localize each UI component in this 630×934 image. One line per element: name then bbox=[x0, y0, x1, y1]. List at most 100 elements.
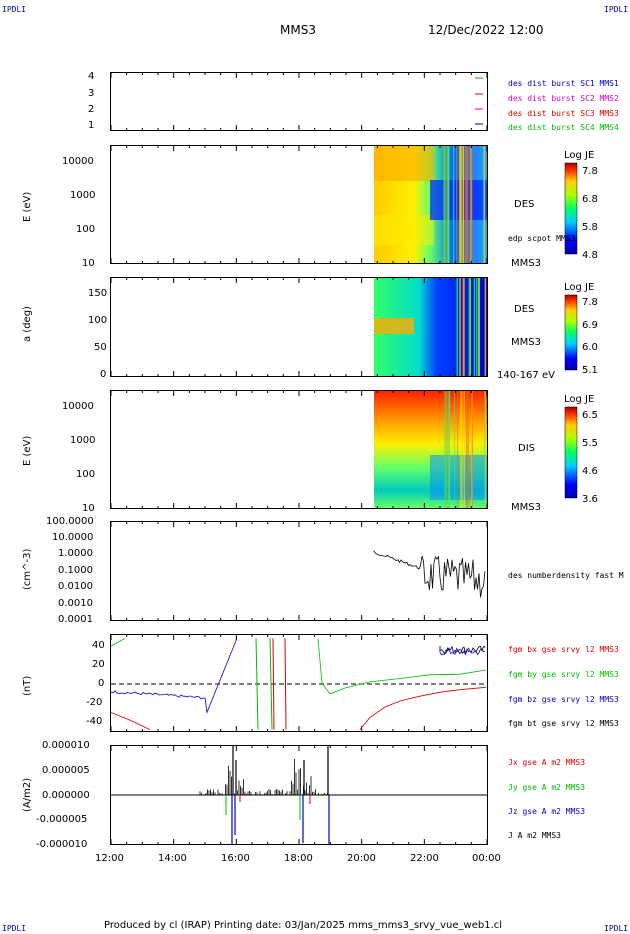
p1-ytick: 4 bbox=[88, 71, 95, 82]
bx-line bbox=[110, 712, 151, 730]
spectrogram-streak bbox=[462, 278, 464, 376]
j-line bbox=[232, 745, 329, 795]
p3-ylabel: a (deg) bbox=[22, 306, 33, 342]
spectrogram-streak bbox=[470, 146, 472, 263]
p2-cbar-title: Log JE bbox=[564, 150, 595, 161]
p3-ytick: 0 bbox=[100, 369, 107, 380]
legend-mms3: des dist burst SC3 MMS3 bbox=[508, 109, 619, 118]
p5-ylabel: (cm^-3) bbox=[22, 548, 33, 590]
p7-ytick: 0.000000 bbox=[42, 790, 90, 801]
p1-ytick: 3 bbox=[88, 88, 95, 99]
p2-cbar-tick: 7.8 bbox=[582, 166, 598, 177]
p4-cbar-title: Log JE bbox=[564, 394, 595, 405]
j-line bbox=[199, 758, 330, 795]
p3-sc: MMS3 bbox=[511, 337, 541, 348]
p2-cbar-tick: 6.8 bbox=[582, 194, 598, 205]
date-time: 12/Dec/2022 12:00 bbox=[428, 23, 544, 37]
corner-mark-bottom-right: IPDLI bbox=[604, 924, 629, 933]
spectrogram-streak bbox=[471, 391, 473, 508]
p5-ytick: 1.0000 bbox=[58, 548, 93, 559]
spectrogram-streak bbox=[463, 391, 465, 508]
legend-jz: Jz gse A m2 MMS3 bbox=[508, 807, 586, 816]
p4-cbar-tick: 4.6 bbox=[582, 466, 598, 477]
spectrogram-streak bbox=[468, 391, 470, 508]
data-curves bbox=[110, 77, 487, 845]
legend-bx: fgm bx gse srvy l2 MMS3 bbox=[508, 645, 619, 654]
spectrogram-streak bbox=[473, 278, 476, 376]
bx-line bbox=[359, 686, 487, 730]
p6-ytick: 40 bbox=[92, 640, 105, 651]
legend-j: J A m2 MMS3 bbox=[508, 831, 561, 840]
p7-ytick: -0.000010 bbox=[36, 839, 88, 850]
x-tick: 16:00 bbox=[221, 853, 250, 864]
p3-ytick: 150 bbox=[88, 288, 108, 299]
spectrogram-streak bbox=[448, 391, 450, 508]
p4-ytick: 10 bbox=[82, 503, 95, 514]
colorbar-p2 bbox=[564, 162, 578, 255]
spectrogram-streak bbox=[483, 146, 485, 263]
corner-mark-top-right: IPDLI bbox=[604, 5, 629, 14]
spectrogram-des-energy bbox=[374, 146, 487, 263]
spectrogram-streak bbox=[457, 391, 459, 508]
x-tick: 12:00 bbox=[95, 853, 124, 864]
p5-ytick: 10.0000 bbox=[52, 532, 94, 543]
spectrogram-streak bbox=[443, 146, 445, 263]
spectrogram-streak bbox=[454, 391, 456, 508]
spectrogram-streak bbox=[471, 391, 473, 508]
legend-mms2: des dist burst SC2 MMS2 bbox=[508, 94, 619, 103]
p2-ylabel: E (eV) bbox=[22, 191, 33, 222]
p4-ytick: 1000 bbox=[70, 435, 96, 446]
spectrogram-streak bbox=[484, 391, 486, 508]
p2-ytick: 10000 bbox=[62, 156, 94, 167]
legend-jx: Jx gse A m2 MMS3 bbox=[508, 758, 586, 767]
p4-species: DIS bbox=[518, 443, 535, 454]
axis-ticks bbox=[110, 72, 488, 845]
spectrogram-streak bbox=[447, 146, 450, 263]
spectrogram-streak bbox=[466, 391, 468, 508]
x-tick: 00:00 bbox=[472, 853, 501, 864]
panel-6-frame bbox=[110, 634, 488, 732]
spectrogram-streak bbox=[459, 146, 461, 263]
x-tick: 14:00 bbox=[158, 853, 187, 864]
spectrogram-streak bbox=[448, 391, 450, 508]
bx-line bbox=[272, 638, 287, 730]
spectrogram-streak bbox=[460, 391, 462, 508]
p4-sc: MMS3 bbox=[511, 502, 541, 513]
spectrogram-streak bbox=[459, 278, 461, 376]
p7-ytick: -0.000005 bbox=[36, 814, 88, 825]
spectrogram-streak bbox=[447, 146, 449, 263]
p3-species: DES bbox=[514, 304, 535, 315]
jy-line bbox=[225, 795, 301, 820]
spectrogram-streak bbox=[456, 146, 458, 263]
p4-cbar-tick: 5.5 bbox=[582, 438, 598, 449]
p2-ytick: 100 bbox=[76, 224, 96, 235]
spectrogram-streak bbox=[463, 278, 465, 376]
spectrogram-streak bbox=[478, 278, 480, 376]
spectrogram-streak bbox=[470, 146, 473, 263]
spectrogram-streak bbox=[460, 146, 462, 263]
by-line bbox=[255, 638, 273, 730]
p6-ytick: -40 bbox=[86, 716, 103, 727]
x-tick: 18:00 bbox=[284, 853, 313, 864]
spectrogram-streak bbox=[465, 146, 467, 263]
p5-ytick: 0.1000 bbox=[58, 565, 93, 576]
p3-ytick: 50 bbox=[94, 342, 107, 353]
colorbar-p4 bbox=[564, 406, 578, 499]
by-line bbox=[110, 638, 126, 647]
p5-ytick: 100.0000 bbox=[46, 516, 94, 527]
bz-line bbox=[110, 638, 238, 714]
legend-mms4: des dist burst SC4 MMS4 bbox=[508, 123, 619, 132]
p2-ytick: 1000 bbox=[70, 190, 96, 201]
spectrogram-streak bbox=[444, 391, 446, 508]
bz-line bbox=[439, 647, 485, 656]
p6-ytick: -20 bbox=[86, 697, 103, 708]
density-line bbox=[373, 550, 486, 598]
p2-note: edp scpot MMS3 bbox=[508, 234, 576, 243]
p6-ytick: 0 bbox=[98, 678, 105, 689]
spectrogram-streak bbox=[465, 146, 467, 263]
page-title: MMS3 bbox=[280, 23, 316, 37]
jz-line bbox=[231, 795, 330, 845]
jx-line bbox=[239, 795, 311, 804]
footer-text: Produced by cl (IRAP) Printing date: 03/… bbox=[104, 920, 503, 931]
spectrogram-des-pitch bbox=[374, 278, 487, 376]
